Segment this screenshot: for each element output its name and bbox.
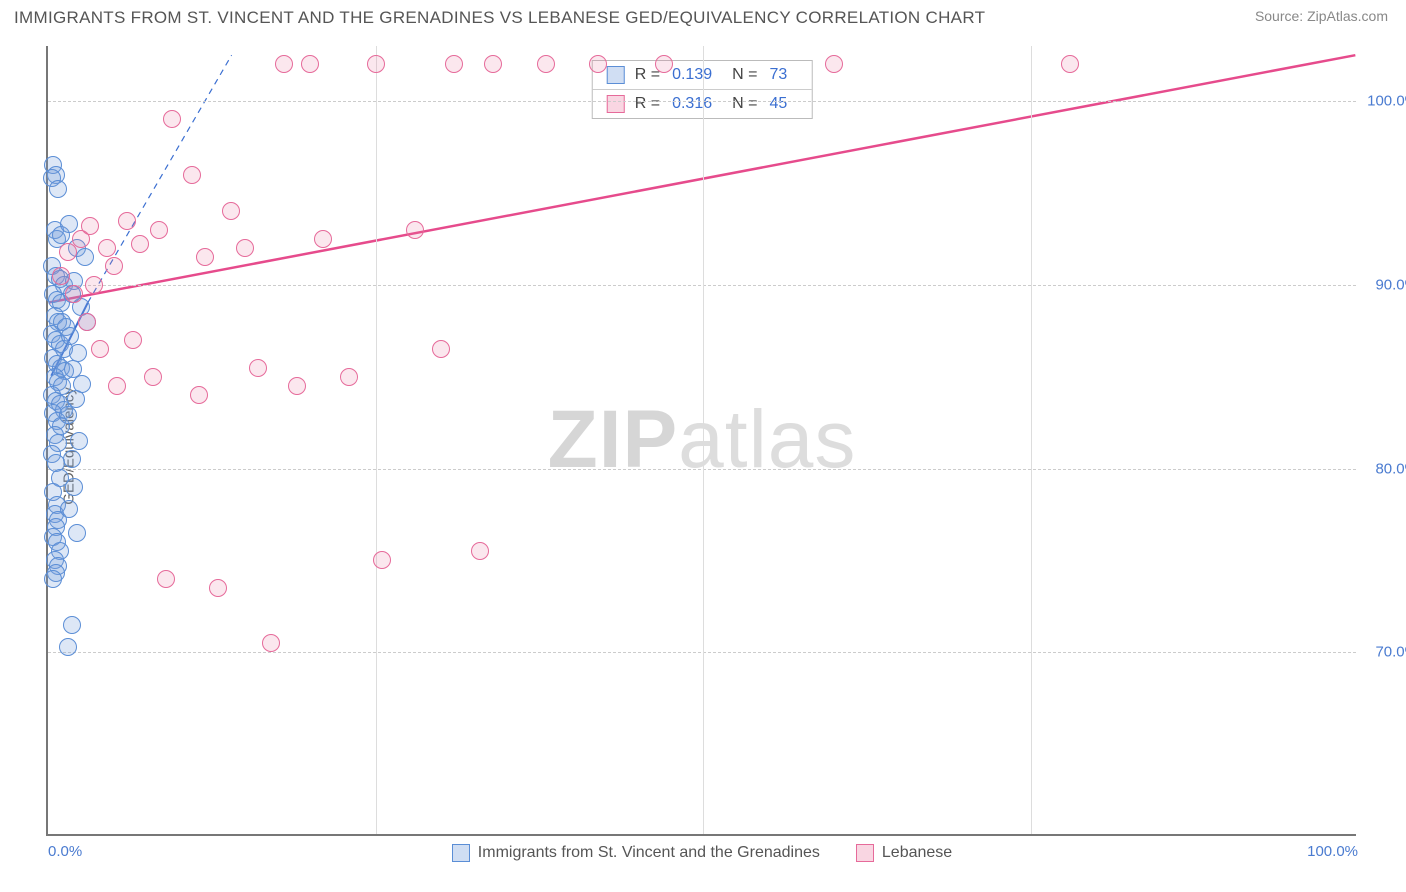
- y-tick-label: 80.0%: [1362, 460, 1406, 477]
- data-point: [81, 217, 99, 235]
- data-point: [157, 570, 175, 588]
- data-point: [60, 500, 78, 518]
- source-attribution: Source: ZipAtlas.com: [1255, 8, 1388, 24]
- swatch-icon: [607, 66, 625, 84]
- stat-n-value: 73: [769, 66, 787, 84]
- data-point: [445, 55, 463, 73]
- bottom-legend: Immigrants from St. Vincent and the Gren…: [48, 844, 1356, 862]
- gridline-h: [48, 652, 1356, 653]
- x-tick-label: 0.0%: [48, 843, 82, 860]
- stat-n-value: 45: [769, 95, 787, 113]
- data-point: [183, 166, 201, 184]
- stat-r-value: 0.139: [672, 66, 712, 84]
- legend-item-2: Lebanese: [856, 844, 952, 862]
- data-point: [108, 377, 126, 395]
- stats-legend-box: R = 0.139 N = 73 R = 0.316 N = 45: [592, 60, 813, 119]
- legend-label: Lebanese: [882, 844, 952, 862]
- data-point: [1061, 55, 1079, 73]
- data-point: [59, 406, 77, 424]
- data-point: [63, 616, 81, 634]
- data-point: [537, 55, 555, 73]
- data-point: [288, 377, 306, 395]
- data-point: [825, 55, 843, 73]
- data-point: [471, 542, 489, 560]
- data-point: [98, 239, 116, 257]
- data-point: [314, 230, 332, 248]
- data-point: [85, 276, 103, 294]
- x-tick-label: 100.0%: [1307, 843, 1358, 860]
- data-point: [236, 239, 254, 257]
- data-point: [655, 55, 673, 73]
- data-point: [275, 55, 293, 73]
- data-point: [118, 212, 136, 230]
- watermark: ZIPatlas: [548, 393, 857, 487]
- y-tick-label: 70.0%: [1362, 644, 1406, 661]
- data-point: [150, 221, 168, 239]
- stat-n-label: N =: [732, 66, 757, 84]
- data-point: [67, 390, 85, 408]
- gridline-h: [48, 469, 1356, 470]
- stat-r-label: R =: [635, 95, 660, 113]
- data-point: [209, 579, 227, 597]
- gridline-v: [1031, 46, 1032, 834]
- data-point: [222, 202, 240, 220]
- data-point: [91, 340, 109, 358]
- data-point: [69, 344, 87, 362]
- data-point: [65, 285, 83, 303]
- header: IMMIGRANTS FROM ST. VINCENT AND THE GREN…: [0, 0, 1406, 34]
- data-point: [124, 331, 142, 349]
- data-point: [70, 432, 88, 450]
- stat-n-label: N =: [732, 95, 757, 113]
- data-point: [373, 551, 391, 569]
- gridline-v: [703, 46, 704, 834]
- data-point: [105, 257, 123, 275]
- swatch-icon: [856, 844, 874, 862]
- data-point: [406, 221, 424, 239]
- data-point: [262, 634, 280, 652]
- data-point: [63, 450, 81, 468]
- data-point: [196, 248, 214, 266]
- data-point: [144, 368, 162, 386]
- legend-label: Immigrants from St. Vincent and the Gren…: [478, 844, 820, 862]
- data-point: [68, 524, 86, 542]
- y-tick-label: 100.0%: [1362, 93, 1406, 110]
- gridline-h: [48, 101, 1356, 102]
- data-point: [301, 55, 319, 73]
- data-point: [61, 327, 79, 345]
- data-point: [432, 340, 450, 358]
- stat-r-value: 0.316: [672, 95, 712, 113]
- legend-item-1: Immigrants from St. Vincent and the Gren…: [452, 844, 820, 862]
- data-point: [52, 267, 70, 285]
- data-point: [44, 570, 62, 588]
- data-point: [65, 478, 83, 496]
- swatch-icon: [607, 95, 625, 113]
- data-point: [367, 55, 385, 73]
- trend-lines: [48, 46, 1356, 834]
- stats-row-series-2: R = 0.316 N = 45: [593, 89, 812, 118]
- data-point: [340, 368, 358, 386]
- stats-row-series-1: R = 0.139 N = 73: [593, 61, 812, 89]
- data-point: [131, 235, 149, 253]
- data-point: [76, 248, 94, 266]
- data-point: [484, 55, 502, 73]
- scatter-chart: ZIPatlas R = 0.139 N = 73 R = 0.316 N = …: [46, 46, 1356, 836]
- gridline-h: [48, 285, 1356, 286]
- data-point: [59, 638, 77, 656]
- data-point: [163, 110, 181, 128]
- gridline-v: [376, 46, 377, 834]
- data-point: [49, 180, 67, 198]
- data-point: [190, 386, 208, 404]
- data-point: [249, 359, 267, 377]
- data-point: [78, 313, 96, 331]
- chart-title: IMMIGRANTS FROM ST. VINCENT AND THE GREN…: [14, 8, 985, 28]
- swatch-icon: [452, 844, 470, 862]
- data-point: [589, 55, 607, 73]
- y-tick-label: 90.0%: [1362, 276, 1406, 293]
